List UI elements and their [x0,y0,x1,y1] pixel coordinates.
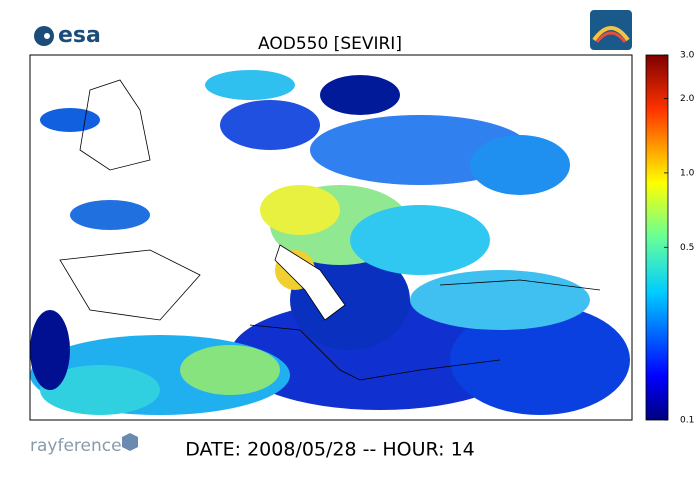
map-title: AOD550 [SEVIRI] [258,34,402,54]
colorbar [645,54,669,421]
colorbar-tick-label: 1.0 [680,168,695,178]
date-label: DATE: 2008/05/28 -- HOUR: 14 [185,439,475,461]
esa-icon-dot [44,33,50,39]
aod-map [29,54,633,421]
colorbar-tick-label: 0.1 [680,416,694,426]
colorbar-tick-label: 3.0 [680,51,695,61]
brand-logo: rayference [30,436,122,456]
colorbar-tick-label: 0.5 [680,243,694,253]
brand-icon [122,433,138,451]
colorbar-tick-label: 2.0 [680,94,695,104]
esa-logo: esa [58,23,101,48]
project-logo-arc [595,31,627,43]
project-logo-arc [592,26,630,42]
